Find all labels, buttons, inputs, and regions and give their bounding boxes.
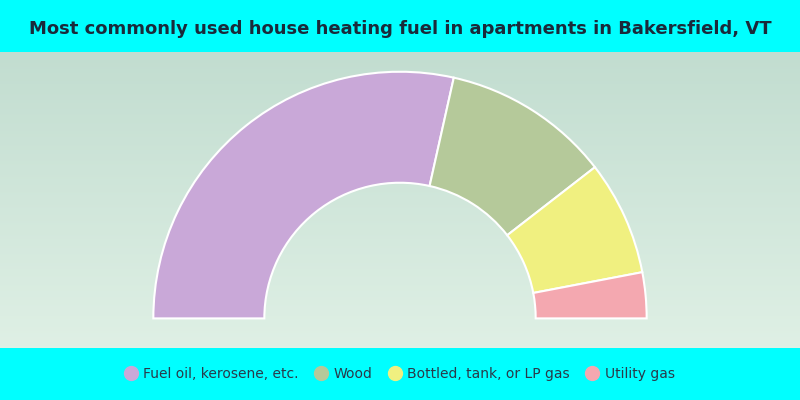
Wedge shape bbox=[154, 72, 454, 318]
Legend: Fuel oil, kerosene, etc., Wood, Bottled, tank, or LP gas, Utility gas: Fuel oil, kerosene, etc., Wood, Bottled,… bbox=[126, 367, 674, 381]
Wedge shape bbox=[507, 167, 642, 293]
Wedge shape bbox=[430, 78, 595, 235]
Wedge shape bbox=[534, 272, 646, 318]
Text: Most commonly used house heating fuel in apartments in Bakersfield, VT: Most commonly used house heating fuel in… bbox=[29, 20, 771, 38]
